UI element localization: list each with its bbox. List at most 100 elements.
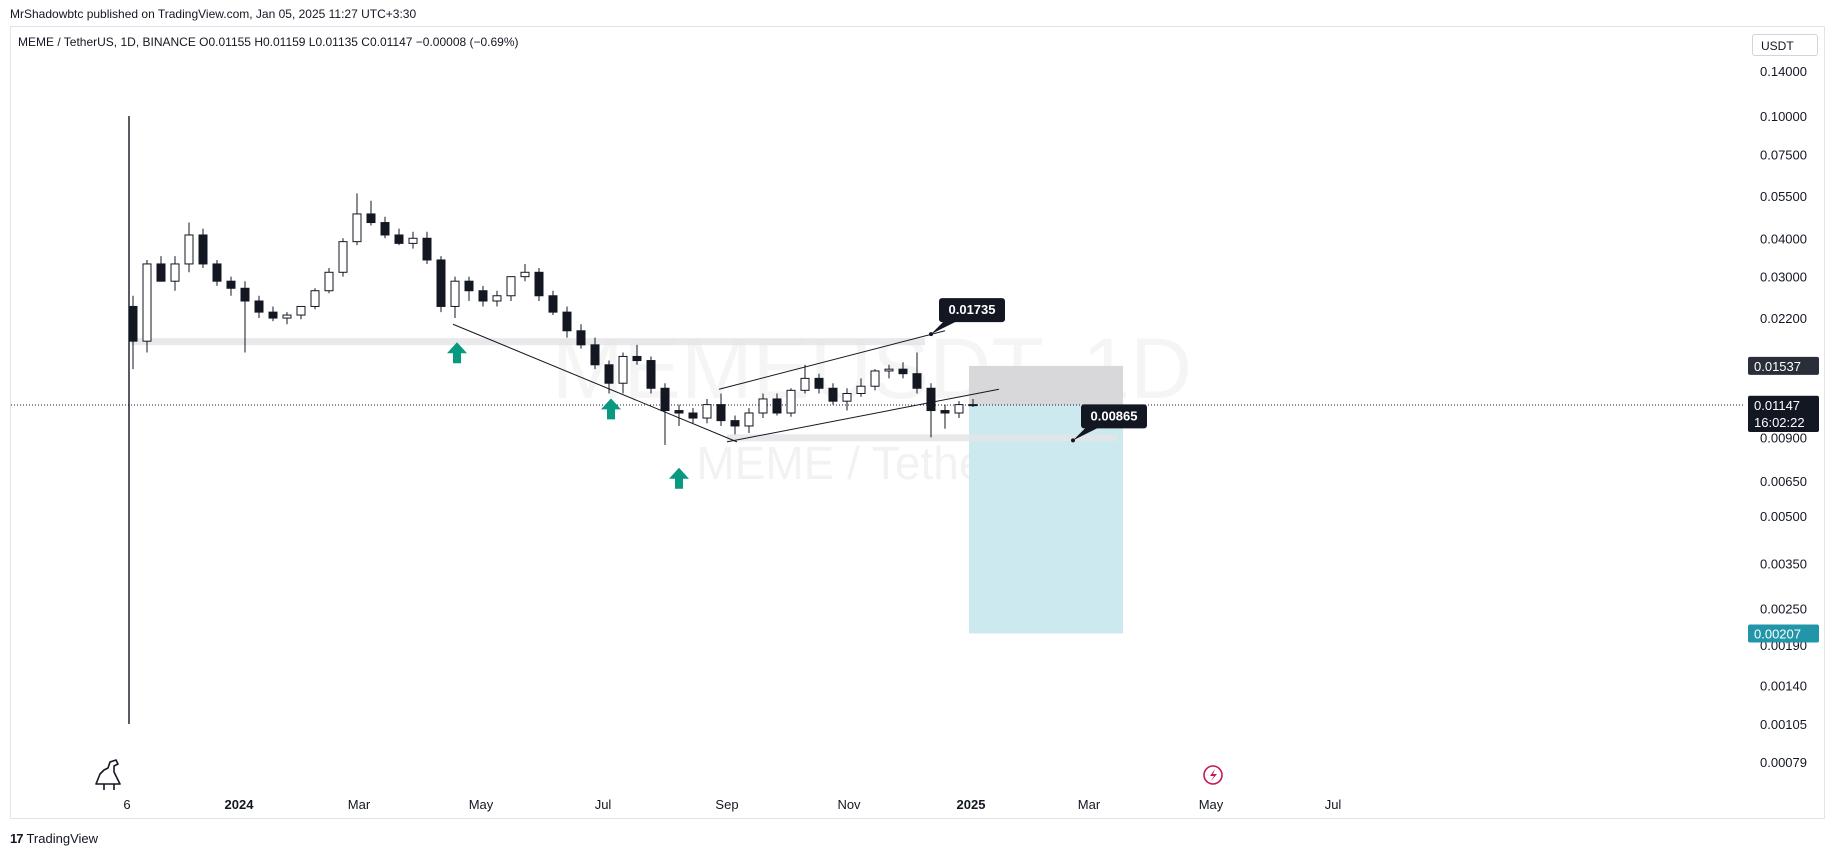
x-tick-label: 6 [123,797,130,812]
buy-arrow-shape [447,342,467,364]
current-price-label: 0.01147 16:02:22 [1748,395,1819,432]
stop-price-label-text: 0.01537 [1754,359,1801,374]
y-tick-label: 0.00500 [1760,509,1807,524]
trendlines[interactable] [452,323,1000,443]
candle-body [534,271,544,297]
current-price-label-countdown: 16:02:22 [1754,415,1805,430]
y-tick-label: 0.03000 [1760,270,1807,285]
candle-body [590,344,600,366]
candle-body [366,213,376,224]
y-tick-label: 0.00079 [1760,755,1807,770]
candle-body [282,314,292,319]
y-tick-label: 0.07500 [1760,147,1807,162]
candle-body [702,404,712,419]
candle-body [254,300,264,313]
candle-body [520,271,530,278]
candle-body [912,373,922,389]
candle-body [464,280,474,292]
candle-body [394,234,404,244]
candle-body [240,287,250,302]
callout-box [939,298,1005,323]
stop-price-label-bg [1748,356,1819,375]
support-bands [11,338,1745,442]
resistance-band [131,338,925,346]
candle-body [772,398,782,414]
candle-body [576,330,586,346]
buy-arrow-shape [601,398,621,420]
symbol-ohlc-legend[interactable]: MEME / TetherUS, 1D, BINANCE O0.01155 H0… [18,35,519,49]
x-tick-label: Jul [1325,797,1342,812]
candle-body [786,389,796,414]
x-tick-label: Mar [1078,797,1101,812]
target-price-label-bg [1748,624,1819,643]
candle-body [842,392,852,402]
candle-body [212,263,222,282]
candle-body [450,280,460,307]
target-price-label-text: 0.00207 [1754,626,1801,641]
candle-body [338,241,348,273]
candle-body [926,387,936,412]
candle-body [618,355,628,384]
time-axis[interactable]: 6 2024 Mar May Jul Sep Nov 2025 Mar May Jul [123,797,1341,812]
candle-body [310,290,320,307]
candle-body [716,404,726,422]
buy-arrow-icon [447,342,467,364]
channel-lower-line [726,388,1000,443]
candle-body [954,404,964,414]
y-tick-label: 0.05500 [1760,189,1807,204]
candle-body [436,259,446,307]
candle-body [758,398,768,414]
price-callout: 0.00865 [1071,404,1147,443]
candle-body [632,355,642,362]
candle-body [800,377,810,391]
y-tick-label: 0.02200 [1760,311,1807,326]
tradingview-logo-icon: 17 [10,831,24,846]
take-profit-zone [969,404,1123,634]
price-callouts[interactable]: 0.01735 0.00865 [929,298,1147,443]
candle-body [128,305,138,342]
descending-trendline [452,323,738,443]
buy-arrows [447,342,689,489]
position-zones [969,365,1123,634]
candle-body [548,295,558,313]
currency-unit-button[interactable]: USDT [1752,34,1818,56]
candle-body [170,263,180,282]
candle-body [324,271,334,292]
candle-body [660,387,670,412]
lightning-event-icon[interactable] [1203,765,1223,785]
callout-anchor [1071,438,1075,443]
candle-body [968,404,978,407]
candlestick-series [128,116,978,725]
target-price-label: 0.00207 [1748,624,1819,643]
published-note: MrShadowbtc published on TradingView.com… [10,7,417,21]
x-tick-label: Jul [595,797,612,812]
candle-body [828,387,838,402]
candle-body [380,222,390,236]
candle-body [856,385,866,394]
price-axis[interactable]: 0.14000 0.10000 0.07500 0.05500 0.04000 0.030… [1760,64,1807,770]
support-band [727,434,1117,442]
callout-label: 0.00865 [1091,408,1138,423]
y-tick-label: 0.04000 [1760,231,1807,246]
x-tick-label: Sep [715,797,738,812]
callout-pointer [1073,426,1101,441]
callout-box [1081,404,1147,429]
candle-body [744,412,754,427]
buy-arrow-shape [669,467,689,489]
candle-body [730,420,740,427]
x-tick-label: 2025 [957,797,986,812]
candle-body [814,377,824,389]
candle-body [268,311,278,319]
footer-branding: 17 TradingView [10,831,98,846]
current-price-label-bg [1748,395,1819,432]
y-tick-label: 0.00650 [1760,474,1807,489]
stop-price-label: 0.01537 [1748,356,1819,375]
callout-anchor [929,332,933,337]
candle-body [156,263,166,282]
dino-icon[interactable] [95,759,121,790]
callout-pointer [931,320,959,335]
y-tick-label: 0.00250 [1760,601,1807,616]
candle-body [226,280,236,289]
y-tick-label: 0.10000 [1760,109,1807,124]
